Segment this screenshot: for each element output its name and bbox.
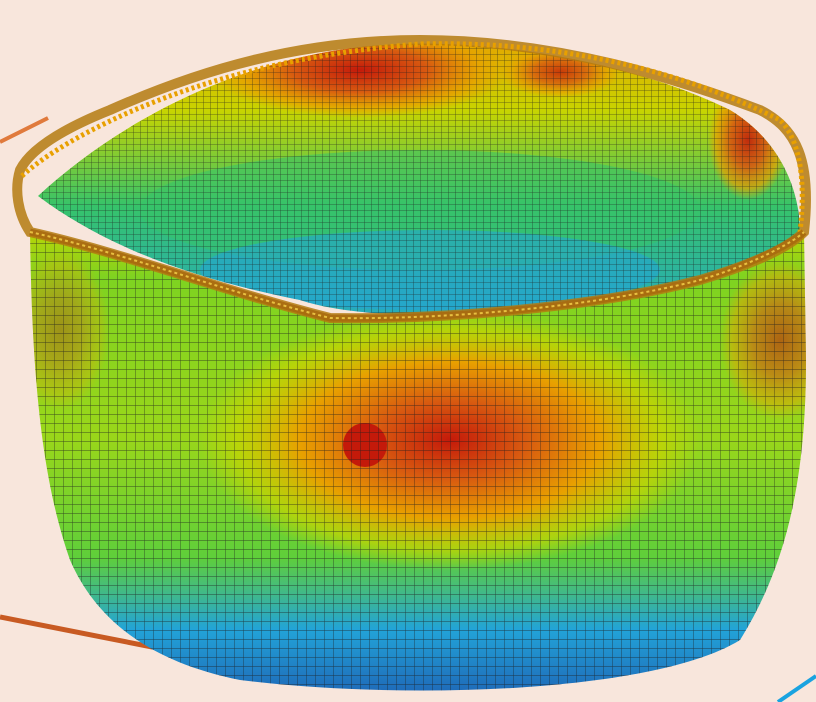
cup-front-rim-highlight bbox=[29, 231, 805, 320]
blue-line-corner bbox=[776, 674, 816, 702]
cup-rim-edge bbox=[20, 41, 805, 233]
orange-line-top bbox=[0, 116, 49, 144]
